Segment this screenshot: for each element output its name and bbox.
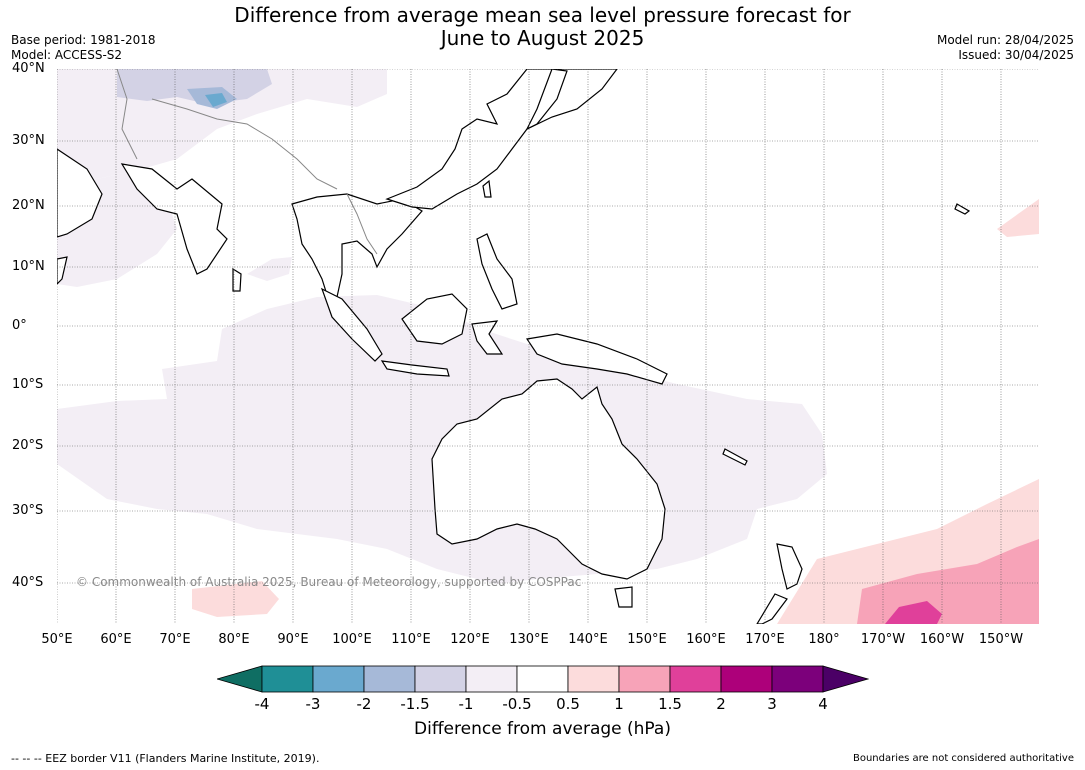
colorbar-tick-label: -3 <box>305 695 321 713</box>
colorbar-segment <box>414 665 467 693</box>
title-line-2: June to August 2025 <box>440 26 645 50</box>
anomaly-pos-south-pacific-core <box>885 601 942 624</box>
longitude-label: 170°E <box>745 632 785 647</box>
coast-new-guinea <box>525 333 668 385</box>
longitude-label: 180° <box>808 632 840 647</box>
coast-nz-south <box>756 593 788 624</box>
latitude-label: 40°N <box>12 61 45 76</box>
title-line-1: Difference from average mean sea level p… <box>234 3 851 27</box>
colorbar-tick-label: 4 <box>818 695 828 713</box>
colorbar-tick-label: -1.5 <box>400 695 430 713</box>
longitude-label: 160°W <box>919 632 965 647</box>
coast-australia <box>431 378 666 580</box>
colorbar-tick-label: -1 <box>458 695 474 713</box>
coast-china <box>385 69 618 210</box>
coast-tasmania <box>614 586 633 608</box>
coast-java <box>380 360 450 377</box>
longitude-label: 160°E <box>686 632 726 647</box>
eez-footnote: -- -- -- EEZ border V11 (Flanders Marine… <box>11 752 320 765</box>
colorbar-label: Difference from average (hPa) <box>414 719 671 739</box>
coast-japan <box>525 69 568 131</box>
colorbar-tick-label: 1.5 <box>658 695 682 713</box>
meta-right: Model run: 28/04/2025 Issued: 30/04/2025 <box>937 33 1074 63</box>
latitude-label: 30°S <box>12 503 44 518</box>
coast-sulawesi <box>471 320 504 355</box>
anomaly-pos-ne-pacific <box>997 199 1039 237</box>
base-period: Base period: 1981-2018 <box>11 33 156 47</box>
colorbar-segment <box>312 665 365 693</box>
anomaly-pos-south-pacific-mid <box>857 539 1039 624</box>
coast-india <box>120 163 228 275</box>
latitude-label: 20°N <box>12 198 45 213</box>
longitude-label: 130°E <box>509 632 549 647</box>
anomaly-pos-south-indian <box>192 581 279 617</box>
coast-sri-lanka <box>232 267 242 292</box>
anomaly-neg-tibet <box>117 69 272 104</box>
colorbar-tick-label: 1 <box>614 695 624 713</box>
coast-nz-north <box>776 543 803 590</box>
coastlines <box>57 69 971 624</box>
colorbar-tick-label: -2 <box>356 695 372 713</box>
longitude-label: 150°E <box>627 632 667 647</box>
longitude-label: 150°W <box>978 632 1024 647</box>
longitude-label: 60°E <box>100 632 132 647</box>
meta-left: Base period: 1981-2018 Model: ACCESS-S2 <box>11 33 156 63</box>
border-central-asia <box>116 69 138 160</box>
longitude-label: 70°E <box>159 632 191 647</box>
coast-taiwan <box>482 179 492 198</box>
coast-borneo <box>401 293 468 345</box>
longitude-label: 50°E <box>41 632 73 647</box>
colorbar-tick-label: 2 <box>716 695 726 713</box>
coast-africa-horn <box>57 256 68 285</box>
map-title: Difference from average mean sea level p… <box>0 4 1085 50</box>
coast-arabia <box>57 148 103 238</box>
colorbar-tick-label: -4 <box>254 695 270 713</box>
colorbar-extend-low <box>217 665 263 693</box>
longitude-label: 110°E <box>391 632 431 647</box>
longitude-label: 90°E <box>277 632 309 647</box>
colorbar-extend-high <box>822 665 869 693</box>
colorbar-segment <box>567 665 620 693</box>
latitude-label: 0° <box>12 318 27 333</box>
colorbar-segment <box>669 665 722 693</box>
latitude-label: 30°N <box>12 133 45 148</box>
latitude-label: 10°S <box>12 377 44 392</box>
pressure-anomaly-map <box>57 69 1039 624</box>
colorbar-segment <box>771 665 824 693</box>
coast-southeast-asia <box>291 193 423 302</box>
colorbar-segment <box>363 665 416 693</box>
model-name: Model: ACCESS-S2 <box>11 48 123 62</box>
longitude-label: 100°E <box>332 632 372 647</box>
colorbar-segment <box>618 665 671 693</box>
longitude-label: 170°W <box>860 632 906 647</box>
anomaly-neg-bengal <box>247 257 292 281</box>
colorbar-segment <box>261 665 314 693</box>
boundaries-disclaimer: Boundaries are not considered authoritat… <box>852 753 1074 764</box>
colorbar-segment <box>465 665 518 693</box>
longitude-label: 80°E <box>218 632 250 647</box>
graticule <box>57 69 1039 624</box>
coast-hawaii <box>954 203 971 215</box>
border-himalaya <box>151 98 338 190</box>
latitude-label: 20°S <box>12 438 44 453</box>
model-run: Model run: 28/04/2025 <box>936 33 1074 47</box>
colorbar-segment <box>720 665 773 693</box>
coast-philippines <box>476 233 518 310</box>
colorbar-segment <box>516 665 569 693</box>
copyright-text: © Commonwealth of Australia 2025, Bureau… <box>76 575 582 589</box>
colorbar-tick-label: 3 <box>767 695 777 713</box>
coast-new-caledonia <box>722 448 748 466</box>
latitude-label: 40°S <box>12 575 44 590</box>
colorbar-tick-label: 0.5 <box>556 695 580 713</box>
issued-date: Issued: 30/04/2025 <box>958 48 1074 62</box>
latitude-label: 10°N <box>12 259 45 274</box>
anomaly-neg-tibet-peak <box>205 93 227 107</box>
colorbar-tick-label: -0.5 <box>502 695 532 713</box>
longitude-label: 120°E <box>450 632 490 647</box>
colorbar <box>217 665 869 693</box>
longitude-label: 140°E <box>568 632 608 647</box>
